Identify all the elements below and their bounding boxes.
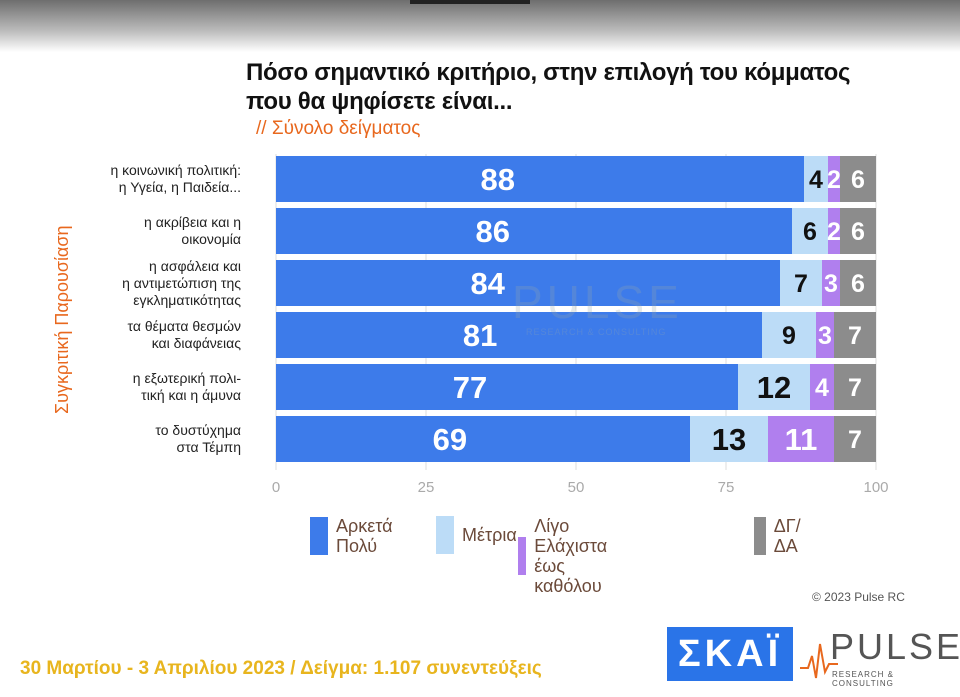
x-tick-label: 0 bbox=[272, 479, 280, 496]
bar-3-series-2 bbox=[816, 312, 834, 358]
legend-label: Αρκετά Πολύ bbox=[336, 516, 393, 556]
bar-1-series-2 bbox=[828, 208, 840, 254]
bar-2-series-3 bbox=[840, 260, 876, 306]
data-label: 4 bbox=[815, 374, 829, 402]
legend-label: Μέτρια bbox=[462, 525, 517, 545]
data-label: 2 bbox=[827, 218, 841, 246]
category-label: η κοινωνική πολιτική: η Υγεία, η Παιδεία.… bbox=[110, 162, 241, 196]
category-label-line: το δυστύχημα bbox=[155, 422, 241, 438]
pulse-wave-icon bbox=[800, 643, 838, 679]
bar-4-series-2 bbox=[810, 364, 834, 410]
data-label: 3 bbox=[818, 322, 832, 350]
data-label: 86 bbox=[475, 214, 509, 249]
bar-0-series-2 bbox=[828, 156, 840, 202]
data-label: 9 bbox=[782, 322, 796, 350]
category-label-line: η κοινωνική πολιτική: bbox=[110, 162, 241, 178]
bar-5-series-2 bbox=[768, 416, 834, 462]
bar-2-series-1 bbox=[780, 260, 822, 306]
title-line-1: Πόσο σημαντικό κριτήριο, στην επιλογή το… bbox=[246, 59, 851, 86]
pulse-logo: PULSE RESEARCH & CONSULTING bbox=[800, 626, 960, 688]
category-label-line: οικονομία bbox=[181, 231, 241, 247]
bar-3-series-1 bbox=[762, 312, 816, 358]
bar-4-series-0 bbox=[276, 364, 738, 410]
legend-swatch bbox=[310, 517, 328, 555]
legend-label: Λίγο Ελάχιστα έως καθόλου bbox=[534, 516, 608, 596]
data-label: 6 bbox=[851, 218, 865, 246]
data-label: 7 bbox=[848, 374, 862, 402]
category-label-line: στα Τέμπη bbox=[176, 439, 241, 455]
bar-1-series-1 bbox=[792, 208, 828, 254]
category-label: η ασφάλεια και η αντιμετώπιση της εγκληματ… bbox=[122, 258, 241, 309]
chart-title: Πόσο σημαντικό κριτήριο, στην επιλογή το… bbox=[246, 58, 866, 116]
data-label: 7 bbox=[848, 322, 862, 350]
data-label: 84 bbox=[470, 266, 505, 301]
category-label: το δυστύχημα στα Τέμπη bbox=[155, 422, 241, 456]
pulse-word: PULSE bbox=[830, 626, 960, 667]
data-label: 81 bbox=[463, 318, 497, 353]
bar-5-series-0 bbox=[276, 416, 690, 462]
category-label-line: η αντιμετώπιση της bbox=[122, 274, 241, 291]
category-label-line: η ακρίβεια και η bbox=[144, 214, 241, 230]
bar-1-series-3 bbox=[840, 208, 876, 254]
footer-text: 30 Μαρτίου - 3 Απριλίου 2023 / Δείγμα: 1… bbox=[20, 658, 542, 679]
bar-0-series-0 bbox=[276, 156, 804, 202]
bar-2-series-2 bbox=[822, 260, 840, 306]
category-label-line: τική και η άμυνα bbox=[141, 387, 241, 403]
category-label-line: η εξωτερική πολι- bbox=[132, 370, 241, 386]
skai-logo: ΣΚΑΪ bbox=[667, 627, 793, 681]
bar-4-series-1 bbox=[738, 364, 810, 410]
x-tick-label: 75 bbox=[718, 479, 735, 496]
category-label-line: και διαφάνειας bbox=[151, 335, 241, 351]
x-tick-label: 25 bbox=[418, 479, 435, 496]
data-label: 4 bbox=[809, 166, 823, 194]
data-label: 6 bbox=[803, 218, 817, 246]
category-label-line: η ασφάλεια και bbox=[149, 257, 241, 274]
category-label-line: η Υγεία, η Παιδεία... bbox=[118, 179, 241, 195]
copyright-text: © 2023 Pulse RC bbox=[812, 590, 905, 604]
data-label: 6 bbox=[851, 270, 865, 298]
data-label: 7 bbox=[794, 270, 808, 298]
data-label: 13 bbox=[712, 422, 746, 457]
bar-0-series-1 bbox=[804, 156, 828, 202]
bar-3-series-3 bbox=[834, 312, 876, 358]
legend-item: Μέτρια bbox=[436, 516, 517, 554]
legend-swatch bbox=[436, 516, 454, 554]
legend-swatch bbox=[754, 517, 766, 555]
pulse-sub: RESEARCH & CONSULTING bbox=[832, 670, 895, 688]
category-label: τα θέματα θεσμών και διαφάνειας bbox=[128, 318, 241, 352]
bar-5-series-1 bbox=[690, 416, 768, 462]
x-tick-label: 100 bbox=[863, 479, 888, 496]
data-label: 2 bbox=[827, 166, 841, 194]
top-notch bbox=[410, 0, 530, 4]
category-label: η εξωτερική πολι-τική και η άμυνα bbox=[133, 370, 241, 404]
legend-item: Λίγο Ελάχιστα έως καθόλου bbox=[518, 516, 617, 596]
data-label: 88 bbox=[481, 162, 515, 197]
data-label: 77 bbox=[453, 370, 487, 405]
data-label: 69 bbox=[433, 422, 467, 457]
legend-item: ΔΓ/ΔΑ bbox=[754, 516, 807, 556]
category-label-line: τα θέματα θεσμών bbox=[127, 318, 241, 334]
chart-subtitle: // Σύνολο δείγματος bbox=[256, 118, 421, 139]
data-label: 11 bbox=[785, 422, 818, 457]
bar-1-series-0 bbox=[276, 208, 792, 254]
bar-5-series-3 bbox=[834, 416, 876, 462]
bar-4-series-3 bbox=[834, 364, 876, 410]
legend-item: Αρκετά Πολύ bbox=[310, 516, 393, 556]
category-label-line: εγκληματικότητας bbox=[133, 291, 241, 308]
data-label: 12 bbox=[757, 370, 791, 405]
data-label: 7 bbox=[848, 426, 862, 454]
x-tick-label: 50 bbox=[568, 479, 585, 496]
bar-2-series-0 bbox=[276, 260, 780, 306]
data-label: 6 bbox=[851, 166, 865, 194]
bar-0-series-3 bbox=[840, 156, 876, 202]
bar-3-series-0 bbox=[276, 312, 762, 358]
top-bar bbox=[0, 0, 960, 52]
legend-swatch bbox=[518, 537, 527, 575]
data-label: 3 bbox=[824, 270, 838, 298]
legend-label: ΔΓ/ΔΑ bbox=[773, 516, 801, 556]
title-line-2: που θα ψηφίσετε είναι... bbox=[246, 88, 513, 115]
category-label: η ακρίβεια και η οικονομία bbox=[144, 214, 241, 248]
